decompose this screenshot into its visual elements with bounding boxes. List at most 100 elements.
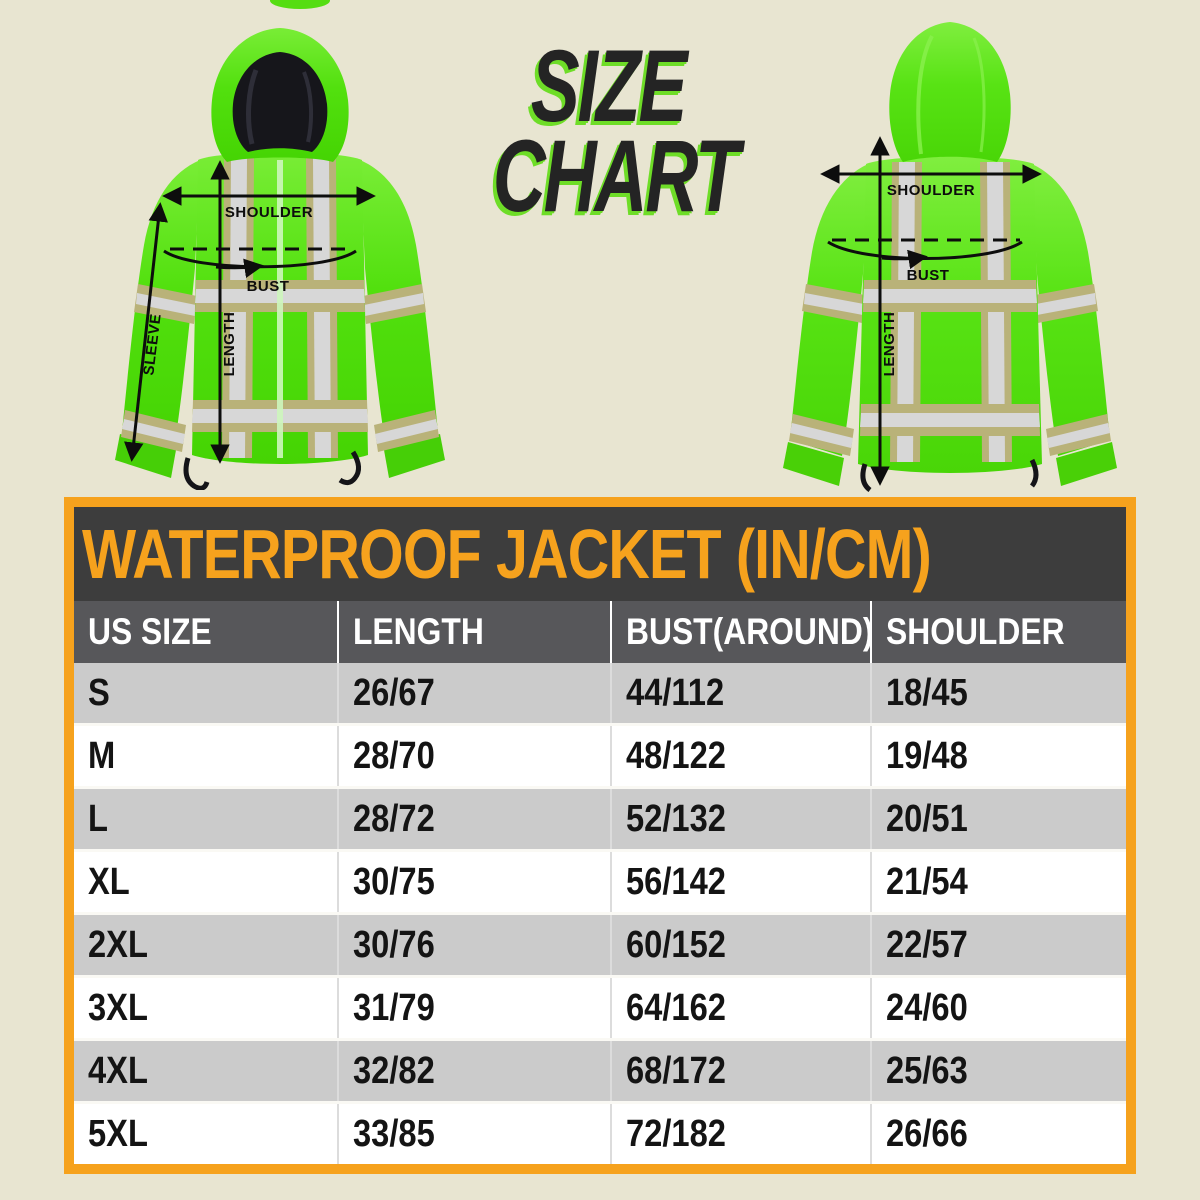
hood-tip-decoration bbox=[270, 0, 330, 9]
back-right-drawcord bbox=[1029, 458, 1039, 488]
front-jacket-image: SHOULDER BUST LENGTH SLEEVE bbox=[100, 0, 460, 490]
back-jacket-illustration: SHOULDER BUST LENGTH bbox=[783, 22, 1117, 492]
table-row-4xl: 4XL 32/82 68/172 25/63 bbox=[74, 1039, 1126, 1103]
cell-size-text: 2XL bbox=[88, 923, 148, 966]
back-jacket-image: SHOULDER BUST LENGTH bbox=[770, 12, 1130, 492]
front-right-drawcord bbox=[338, 450, 361, 486]
back-right-sleeve-stripe-upper-silver bbox=[1036, 293, 1096, 315]
cell-length: 32/82 bbox=[338, 1039, 612, 1103]
back-hood-fold bbox=[916, 35, 934, 155]
cell-bust-text: 44/112 bbox=[625, 671, 724, 714]
back-hood-fold2 bbox=[972, 37, 986, 153]
front-left-drawcord bbox=[183, 457, 210, 490]
cell-shoulder-text: 19/48 bbox=[886, 734, 969, 777]
back-length-label: LENGTH bbox=[881, 312, 898, 377]
size-table-container: WATERPROOF JACKET (IN/CM) US SIZE LENGTH… bbox=[64, 497, 1136, 1174]
cell-size: XL bbox=[74, 850, 340, 914]
cell-bust-text: 56/142 bbox=[625, 860, 726, 903]
header-shoulder-text: SHOULDER bbox=[886, 611, 1065, 652]
cell-size-text: S bbox=[88, 671, 110, 714]
cell-length: 28/70 bbox=[338, 724, 612, 788]
cell-length: 30/75 bbox=[338, 850, 612, 914]
cell-size-text: XL bbox=[88, 860, 130, 903]
front-sleeve-arrow bbox=[124, 202, 168, 462]
cell-bust: 52/132 bbox=[610, 787, 873, 851]
cell-size: M bbox=[74, 724, 340, 788]
back-right-cuff bbox=[1056, 442, 1117, 486]
table-row-2xl: 2XL 30/76 60/152 22/57 bbox=[74, 913, 1126, 977]
table-row-xl: XL 30/75 56/142 21/54 bbox=[74, 850, 1126, 914]
cell-size: 4XL bbox=[74, 1039, 340, 1103]
cell-length: 30/76 bbox=[338, 913, 612, 977]
cell-size-text: L bbox=[88, 797, 108, 840]
cell-length-text: 33/85 bbox=[353, 1112, 435, 1155]
cell-bust: 64/162 bbox=[610, 976, 873, 1040]
front-right-cuff bbox=[384, 434, 445, 478]
header-us-size-text: US SIZE bbox=[88, 611, 212, 652]
cell-shoulder-text: 24/60 bbox=[886, 986, 969, 1029]
cell-shoulder: 21/54 bbox=[871, 851, 1126, 914]
cell-shoulder: 19/48 bbox=[871, 725, 1126, 788]
back-chest-stripe-silver bbox=[863, 289, 1037, 303]
back-left-cuff bbox=[783, 442, 844, 486]
cell-shoulder: 25/63 bbox=[871, 1040, 1126, 1103]
cell-length-text: 32/82 bbox=[353, 1049, 435, 1092]
cell-shoulder-text: 21/54 bbox=[886, 860, 969, 903]
front-right-sleeve-stripe-lower-silver bbox=[375, 419, 438, 444]
cell-length-text: 28/70 bbox=[353, 734, 435, 777]
back-left-sleeve-stripe-upper-silver bbox=[804, 293, 864, 315]
cell-length-text: 26/67 bbox=[353, 671, 435, 714]
cell-shoulder: 26/66 bbox=[871, 1103, 1126, 1165]
cell-size-text: 3XL bbox=[88, 986, 148, 1029]
cell-bust-text: 68/172 bbox=[625, 1049, 726, 1092]
front-hood-fold2 bbox=[302, 71, 314, 143]
cell-bust-text: 60/152 bbox=[625, 923, 726, 966]
size-chart-title-line2: CHART bbox=[492, 118, 740, 233]
front-shoulder-label: SHOULDER bbox=[225, 204, 313, 221]
header-bust-text: BUST(AROUND) bbox=[625, 611, 872, 652]
cell-bust-text: 52/132 bbox=[625, 797, 726, 840]
cell-size-text: M bbox=[88, 734, 116, 777]
table-row-5xl: 5XL 33/85 72/182 26/66 bbox=[74, 1102, 1126, 1165]
front-bust-label: BUST bbox=[247, 278, 290, 295]
cell-bust: 72/182 bbox=[610, 1102, 873, 1164]
size-chart-title-line1: SIZE bbox=[530, 29, 688, 143]
front-right-sleeve-stripe-upper-silver bbox=[364, 293, 424, 316]
front-length-label: LENGTH bbox=[221, 312, 238, 377]
header-us-size: US SIZE bbox=[74, 601, 340, 663]
back-left-sleeve-stripe-lower-silver bbox=[790, 423, 853, 448]
size-table: US SIZE LENGTH BUST(AROUND) SHOULDER S 2… bbox=[74, 601, 1126, 1164]
back-shoulder-label: SHOULDER bbox=[887, 182, 975, 199]
back-hood bbox=[889, 22, 1011, 162]
back-bust-label: BUST bbox=[907, 267, 950, 284]
cell-shoulder-text: 26/66 bbox=[886, 1112, 969, 1155]
cell-length-text: 28/72 bbox=[353, 797, 435, 840]
cell-size: 3XL bbox=[74, 976, 340, 1040]
header-shoulder: SHOULDER bbox=[871, 601, 1126, 663]
front-zipper bbox=[277, 160, 283, 458]
cell-size-text: 4XL bbox=[88, 1049, 148, 1092]
size-chart-title: SIZE CHART bbox=[448, 29, 768, 233]
cell-shoulder: 20/51 bbox=[871, 788, 1126, 851]
cell-shoulder: 22/57 bbox=[871, 914, 1126, 977]
cell-bust: 56/142 bbox=[610, 850, 873, 914]
cell-shoulder-text: 22/57 bbox=[886, 923, 969, 966]
cell-size: L bbox=[74, 787, 340, 851]
cell-length: 28/72 bbox=[338, 787, 612, 851]
cell-bust: 48/122 bbox=[610, 724, 873, 788]
header-length-text: LENGTH bbox=[353, 611, 484, 652]
back-right-sleeve-stripe-lower-silver bbox=[1047, 423, 1110, 448]
cell-size: S bbox=[74, 663, 340, 725]
cell-bust-text: 48/122 bbox=[625, 734, 726, 777]
back-hem-stripe-silver bbox=[860, 413, 1040, 427]
front-hood-interior bbox=[232, 52, 328, 152]
cell-length: 33/85 bbox=[338, 1102, 612, 1164]
table-row-3xl: 3XL 31/79 64/162 24/60 bbox=[74, 976, 1126, 1040]
header-bust: BUST(AROUND) bbox=[610, 601, 873, 663]
cell-bust: 44/112 bbox=[610, 663, 873, 725]
cell-shoulder-text: 20/51 bbox=[886, 797, 969, 840]
back-left-drawcord bbox=[860, 463, 872, 492]
table-row-m: M 28/70 48/122 19/48 bbox=[74, 724, 1126, 788]
cell-bust: 60/152 bbox=[610, 913, 873, 977]
